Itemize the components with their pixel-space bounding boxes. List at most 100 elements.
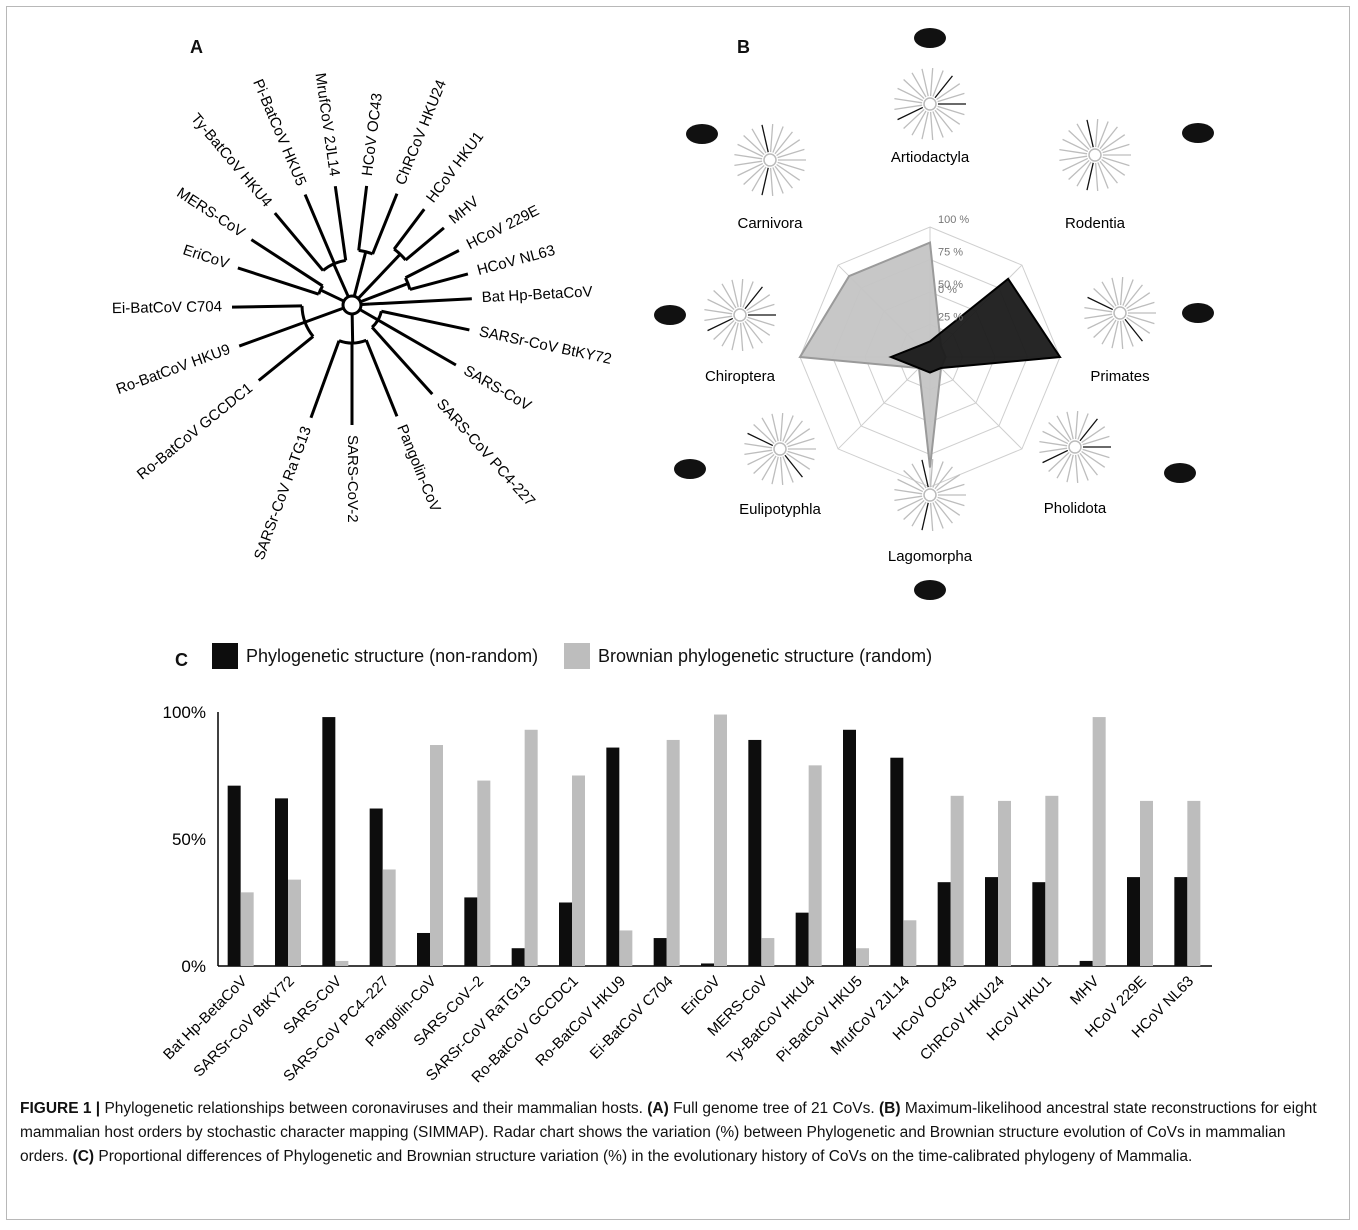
bar-phylogenetic	[227, 785, 241, 966]
bar-phylogenetic	[559, 902, 572, 966]
legend-swatch-grey	[564, 643, 590, 669]
tree-leaf-label: HCoV OC43	[359, 92, 386, 177]
bar-phylogenetic	[511, 948, 525, 966]
mini-tree-branch	[934, 75, 953, 99]
tree-root	[341, 294, 363, 316]
mini-tree-branch	[771, 413, 779, 442]
mini-tree-artiodactyla	[894, 68, 966, 140]
x-tick-label: MHV	[1067, 973, 1103, 1009]
mini-tree-branch	[784, 454, 803, 478]
pangolin-icon	[1164, 463, 1196, 483]
mini-tree-branch	[932, 461, 944, 488]
mini-tree-root	[1088, 148, 1102, 162]
radar-chart: 0 % 25 % 50 % 75 % 100 % Artiodactyla Rodentia…	[654, 28, 1214, 600]
bar-brownian	[524, 729, 538, 966]
mini-tree-branch	[786, 428, 811, 446]
mini-tree-branch	[777, 148, 805, 159]
mini-tree-branch	[761, 417, 777, 443]
mini-tree-branch	[787, 450, 815, 461]
bar-phylogenetic	[1174, 877, 1188, 966]
mini-tree-branch	[731, 279, 739, 308]
bar-brownian	[382, 869, 396, 966]
caption-b-label: (B)	[879, 1100, 901, 1117]
mini-tree-branch	[1081, 426, 1106, 444]
mini-tree-branch	[731, 322, 739, 351]
tree-branch	[409, 272, 469, 291]
mini-tree-branch	[1076, 161, 1092, 187]
mini-tree-branch	[774, 131, 793, 155]
mini-tree-branch	[894, 488, 923, 495]
mini-tree-pholidota	[1039, 411, 1111, 483]
bar-phylogenetic	[843, 729, 856, 966]
mini-tree-branch	[921, 459, 929, 488]
mini-tree-branch	[1119, 320, 1124, 349]
radar-tick-label: 75 %	[938, 247, 963, 259]
tree-branches	[231, 185, 472, 425]
mini-tree-branch	[1062, 138, 1089, 153]
radar-tick-label: 50 %	[938, 279, 963, 291]
mini-tree-branch	[771, 456, 779, 485]
y-tick-label: 100%	[163, 703, 206, 722]
mini-tree-branch	[1039, 440, 1068, 447]
bar-phylogenetic	[1127, 877, 1140, 966]
bar-brownian	[1092, 717, 1106, 966]
x-tick-label: Ro-BatCoV HKU9	[532, 973, 629, 1070]
tree-leaf-label: SARS-CoV PC4-227	[433, 396, 538, 510]
bar-phylogenetic	[890, 757, 904, 966]
figure-frame	[6, 6, 1350, 1220]
mini-tree-branch	[751, 128, 767, 154]
legend-swatch-black	[212, 643, 238, 669]
bar-phylogenetic	[748, 739, 762, 966]
bar-brownian	[666, 739, 680, 966]
mini-tree-branch	[1062, 157, 1089, 172]
bar-brownian	[477, 780, 491, 966]
rodent-icon	[1182, 123, 1214, 143]
mini-tree-branch	[1099, 160, 1118, 184]
bar-brownian	[950, 795, 964, 966]
radar-order-label: Chiroptera	[705, 368, 776, 385]
mini-tree-branch	[934, 466, 953, 490]
mini-tree-branch	[936, 474, 961, 492]
mini-tree-branch	[1093, 317, 1115, 338]
mini-tree-branch	[936, 107, 961, 125]
mini-tree-branch	[1124, 284, 1143, 308]
mini-tree-branch	[746, 294, 771, 312]
camel-icon	[914, 28, 946, 48]
rabbit-icon	[914, 580, 946, 600]
legend-label-phylogenetic: Phylogenetic structure (non-random)	[246, 645, 539, 666]
mini-tree-branch	[761, 124, 769, 153]
mini-tree-branch	[932, 111, 944, 138]
mini-tree-branch	[911, 110, 927, 136]
mini-tree-branch	[784, 420, 803, 444]
mini-tree-branch	[779, 456, 784, 485]
bar-brownian	[856, 948, 869, 966]
mini-tree-branch	[1127, 314, 1155, 325]
legend-label-brownian: Brownian phylogenetic structure (random)	[598, 645, 933, 666]
mini-tree-branch	[1082, 448, 1110, 459]
mini-tree-branch	[761, 167, 769, 196]
panel-c-label: C	[175, 650, 188, 670]
bar-phylogenetic	[369, 808, 383, 966]
bar-phylogenetic	[417, 932, 430, 966]
mini-tree-branch	[897, 87, 924, 102]
bar-phylogenetic	[464, 897, 478, 966]
bar-phylogenetic	[322, 717, 336, 966]
mini-tree-branch	[1077, 454, 1089, 481]
radar-order-label: Rodentia	[1065, 215, 1126, 232]
mini-tree-branch	[897, 478, 924, 493]
tree-branch	[404, 249, 460, 280]
mini-tree-branch	[747, 316, 775, 327]
mini-tree-branch	[776, 163, 801, 181]
mini-tree-branch	[1059, 155, 1088, 162]
mini-tree-branch	[894, 97, 923, 104]
x-tick-label: Pi-BatCoV HKU5	[773, 973, 866, 1066]
tree-branch	[231, 304, 303, 309]
mini-tree-root	[923, 488, 937, 502]
mini-tree-branch	[894, 104, 923, 111]
mini-tree-branch	[911, 463, 927, 489]
bar-phylogenetic	[701, 963, 714, 966]
tree-stem	[304, 306, 345, 324]
caption-text-1: Phylogenetic relationships between coron…	[100, 1100, 648, 1117]
mini-tree-branch	[1076, 123, 1092, 149]
caption-text-4: Proportional differences of Phylogenetic…	[94, 1148, 1193, 1165]
